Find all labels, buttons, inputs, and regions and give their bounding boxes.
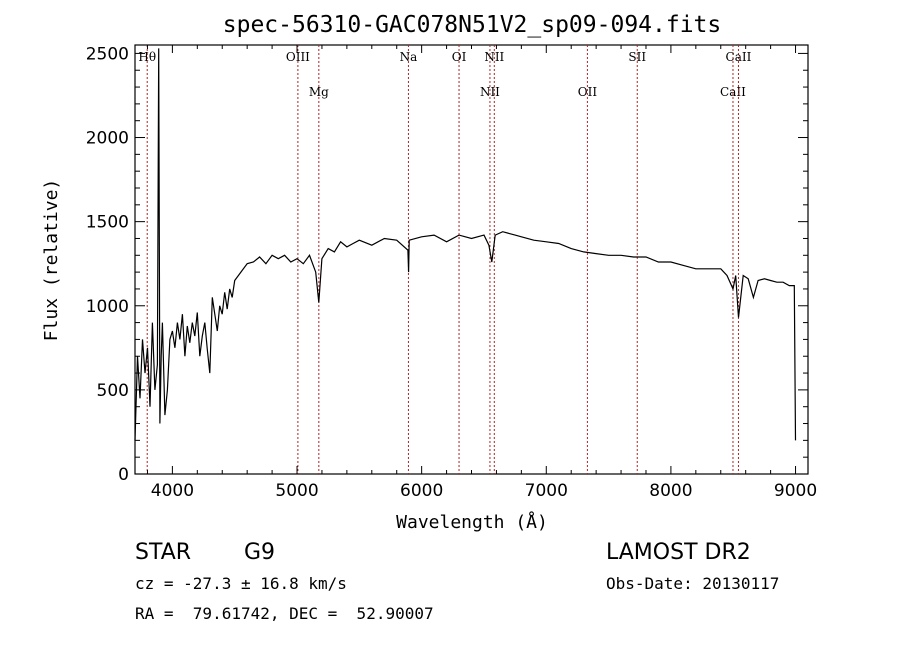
spectral-line-label: CaII — [720, 85, 746, 99]
object-class: STAR — [135, 540, 192, 565]
spectral-line-label: Hθ — [138, 50, 156, 64]
x-tick-label: 6000 — [400, 481, 443, 501]
spectral-line-label: SII — [628, 50, 646, 64]
spectral-line-label: Na — [400, 50, 418, 64]
x-axis-label: Wavelength (Å) — [396, 511, 548, 533]
chart-title: spec-56310-GAC078N51V2_sp09-094.fits — [223, 12, 722, 38]
spectrum-series — [134, 48, 797, 441]
spectral-line-label: NII — [484, 50, 504, 64]
redshift-text: cz = -27.3 ± 16.8 km/s — [135, 574, 347, 593]
y-tick-label: 500 — [97, 381, 129, 401]
plot-frame — [134, 44, 809, 475]
axis-ticks: 4000 5000 6000 7000 8000 9000 0 500 1000 1500 2000… — [86, 44, 817, 501]
y-tick-label: 1500 — [86, 213, 129, 233]
obs-date: Obs-Date: 20130117 — [606, 574, 780, 593]
y-axis-label: Flux (relative) — [41, 179, 62, 342]
spectral-line-label: OIII — [286, 50, 310, 64]
spectral-line-label: NII — [480, 85, 500, 99]
x-tick-label: 9000 — [774, 481, 817, 501]
survey-name: LAMOST DR2 — [606, 540, 751, 565]
spectral-line-label: OII — [578, 85, 598, 99]
spectral-line-label: OI — [452, 50, 467, 64]
y-tick-label: 2500 — [86, 44, 129, 64]
spectral-line-label: Mg — [309, 85, 329, 99]
y-tick-label: 0 — [118, 465, 129, 485]
x-tick-label: 4000 — [151, 481, 194, 501]
y-tick-label: 1000 — [86, 297, 129, 317]
spectrum-line — [134, 48, 797, 441]
spectral-line-label: CaII — [726, 50, 752, 64]
coordinates-text: RA = 79.61742, DEC = 52.90007 — [135, 604, 434, 623]
x-tick-label: 7000 — [525, 481, 568, 501]
spectral-line-markers: Hθ OIII Mg Na OI NII NII OII SII CaII CaII — [138, 45, 752, 474]
subclass: G9 — [244, 540, 276, 565]
x-tick-label: 5000 — [275, 481, 318, 501]
x-tick-label: 8000 — [649, 481, 692, 501]
y-tick-label: 2000 — [86, 129, 129, 149]
